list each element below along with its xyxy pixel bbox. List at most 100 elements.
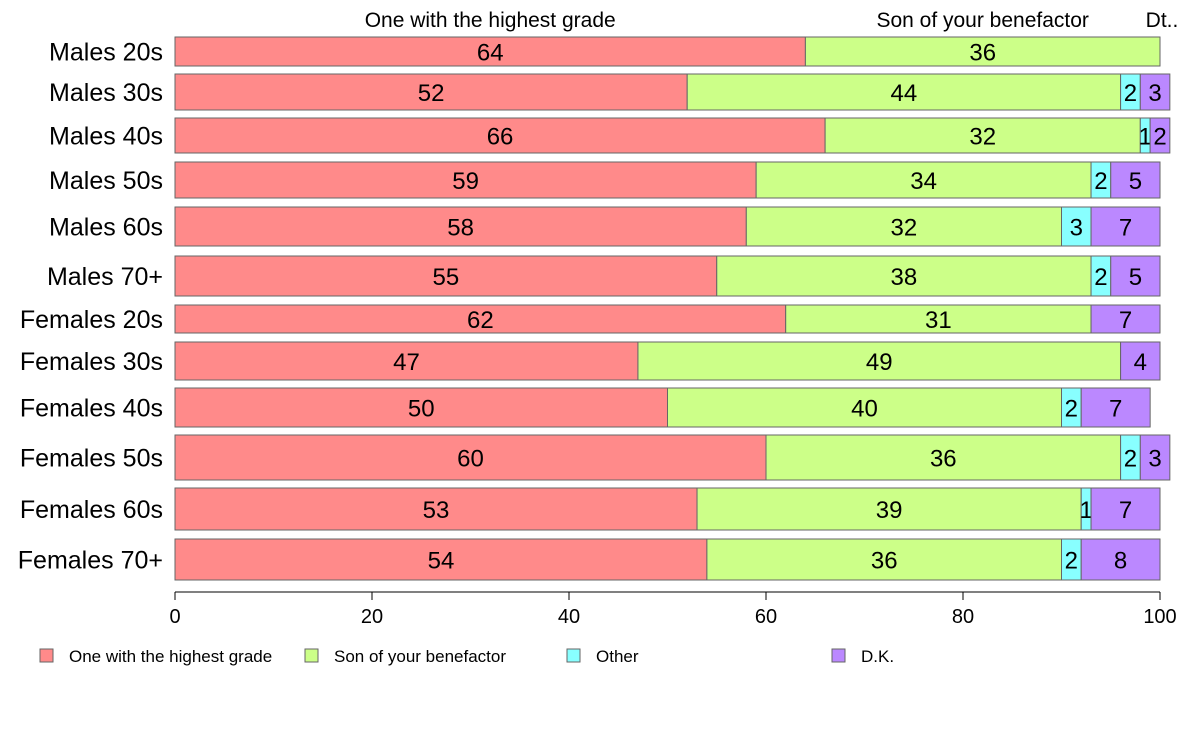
x-tick-label-20: 20 bbox=[361, 606, 383, 628]
row-label-males-70: Males 70+ bbox=[47, 263, 163, 291]
bar-value-son-of-your-benefactor-females-20s: 31 bbox=[925, 307, 952, 334]
bar-value-d-k-females-40s: 7 bbox=[1109, 396, 1122, 423]
bar-one-with-the-highest-grade-females-50s bbox=[174, 434, 767, 481]
bar-son-of-your-benefactor-males-60s bbox=[745, 206, 1062, 247]
bar-value-son-of-your-benefactor-females-40s: 40 bbox=[851, 396, 878, 423]
bar-son-of-your-benefactor-males-70 bbox=[716, 255, 1092, 297]
bar-value-other-males-40s: 1 bbox=[1139, 124, 1152, 151]
row-label-males-40s: Males 40s bbox=[49, 123, 163, 151]
bar-value-son-of-your-benefactor-males-60s: 32 bbox=[891, 215, 918, 242]
legend-swatch-d-k bbox=[831, 648, 846, 663]
bar-value-one-with-the-highest-grade-males-60s: 58 bbox=[447, 215, 474, 242]
bar-value-son-of-your-benefactor-males-30s: 44 bbox=[891, 80, 918, 107]
bar-one-with-the-highest-grade-males-60s bbox=[174, 206, 747, 247]
bar-value-one-with-the-highest-grade-males-50s: 59 bbox=[452, 168, 479, 195]
bar-son-of-your-benefactor-females-60s bbox=[696, 487, 1082, 531]
bar-value-one-with-the-highest-grade-females-30s: 47 bbox=[393, 349, 420, 376]
bar-one-with-the-highest-grade-females-20s bbox=[174, 304, 787, 334]
bar-d-k-males-40s bbox=[1149, 117, 1171, 154]
bar-d-k-females-60s bbox=[1090, 487, 1161, 531]
bar-one-with-the-highest-grade-females-60s bbox=[174, 487, 698, 531]
legend-label-son-of-your-benefactor: Son of your benefactor bbox=[334, 647, 506, 666]
bar-one-with-the-highest-grade-males-30s bbox=[174, 73, 688, 111]
bar-value-son-of-your-benefactor-males-40s: 32 bbox=[969, 124, 996, 151]
x-tick-label-80: 80 bbox=[952, 606, 974, 628]
bar-d-k-females-30s bbox=[1120, 341, 1161, 381]
top-label-3: Dt.. bbox=[1146, 9, 1179, 32]
bar-d-k-females-50s bbox=[1139, 434, 1171, 481]
bar-value-d-k-males-40s: 2 bbox=[1153, 124, 1166, 151]
bar-value-other-males-50s: 2 bbox=[1094, 168, 1107, 195]
row-label-females-70: Females 70+ bbox=[18, 547, 163, 575]
bar-son-of-your-benefactor-females-40s bbox=[667, 387, 1062, 428]
bar-value-one-with-the-highest-grade-males-70: 55 bbox=[433, 264, 460, 291]
bar-son-of-your-benefactor-females-50s bbox=[765, 434, 1122, 481]
bar-son-of-your-benefactor-females-70 bbox=[706, 538, 1063, 581]
legend-swatch-son-of-your-benefactor bbox=[304, 648, 319, 663]
x-tick-label-40: 40 bbox=[558, 606, 580, 628]
bar-value-other-females-40s: 2 bbox=[1065, 396, 1078, 423]
bar-value-other-males-30s: 2 bbox=[1124, 80, 1137, 107]
bar-value-d-k-females-20s: 7 bbox=[1119, 307, 1132, 334]
row-label-males-60s: Males 60s bbox=[49, 214, 163, 242]
bar-one-with-the-highest-grade-males-70 bbox=[174, 255, 718, 297]
bar-value-son-of-your-benefactor-males-50s: 34 bbox=[910, 168, 937, 195]
bar-value-other-females-50s: 2 bbox=[1124, 446, 1137, 473]
bar-one-with-the-highest-grade-females-30s bbox=[174, 341, 639, 381]
bar-value-d-k-females-70: 8 bbox=[1114, 548, 1127, 575]
row-label-males-30s: Males 30s bbox=[49, 79, 163, 107]
row-label-males-20s: Males 20s bbox=[49, 39, 163, 67]
bar-value-other-males-70: 2 bbox=[1094, 264, 1107, 291]
bar-one-with-the-highest-grade-males-40s bbox=[174, 117, 826, 154]
bar-value-one-with-the-highest-grade-males-20s: 64 bbox=[477, 40, 504, 67]
bar-value-one-with-the-highest-grade-males-40s: 66 bbox=[487, 124, 514, 151]
bar-son-of-your-benefactor-males-20s bbox=[804, 36, 1161, 67]
bar-one-with-the-highest-grade-females-40s bbox=[174, 387, 668, 428]
bar-value-son-of-your-benefactor-females-60s: 39 bbox=[876, 497, 903, 524]
x-axis: 0 20 40 60 80 100 bbox=[169, 591, 1177, 628]
bar-value-d-k-males-60s: 7 bbox=[1119, 215, 1132, 242]
bar-value-d-k-females-60s: 7 bbox=[1119, 497, 1132, 524]
bar-one-with-the-highest-grade-males-20s bbox=[174, 36, 806, 67]
x-tick-label-0: 0 bbox=[169, 606, 180, 628]
row-label-females-40s: Females 40s bbox=[20, 395, 163, 423]
bar-value-one-with-the-highest-grade-males-30s: 52 bbox=[418, 80, 445, 107]
bar-value-d-k-males-70: 5 bbox=[1129, 264, 1142, 291]
top-label-1: One with the highest grade bbox=[365, 9, 616, 32]
bar-son-of-your-benefactor-females-20s bbox=[785, 304, 1092, 334]
bar-value-son-of-your-benefactor-males-70: 38 bbox=[891, 264, 918, 291]
x-tick-label-100: 100 bbox=[1143, 606, 1176, 628]
bar-value-other-females-70: 2 bbox=[1065, 548, 1078, 575]
bar-d-k-males-50s bbox=[1110, 161, 1161, 199]
legend-label-other: Other bbox=[596, 647, 639, 666]
row-label-females-50s: Females 50s bbox=[20, 445, 163, 473]
bar-value-son-of-your-benefactor-males-20s: 36 bbox=[969, 40, 996, 67]
legend-swatch-one-with-the-highest-grade bbox=[39, 648, 54, 663]
row-labels: Males 20s Males 30s Males 40s Males 50s Male… bbox=[18, 39, 163, 575]
bar-value-one-with-the-highest-grade-females-20s: 62 bbox=[467, 307, 494, 334]
bar-value-son-of-your-benefactor-females-30s: 49 bbox=[866, 349, 893, 376]
legend: One with the highest grade Son of your be… bbox=[39, 647, 894, 666]
top-category-labels: One with the highest grade Son of your be… bbox=[365, 9, 1179, 32]
bar-value-d-k-males-50s: 5 bbox=[1129, 168, 1142, 195]
x-tick-label-60: 60 bbox=[755, 606, 777, 628]
row-label-females-30s: Females 30s bbox=[20, 348, 163, 376]
bar-value-other-females-60s: 1 bbox=[1079, 497, 1092, 524]
bar-value-d-k-females-50s: 3 bbox=[1148, 446, 1161, 473]
bar-value-d-k-females-30s: 4 bbox=[1134, 349, 1147, 376]
bar-son-of-your-benefactor-males-30s bbox=[686, 73, 1122, 111]
legend-swatch-other bbox=[566, 648, 581, 663]
bar-d-k-males-30s bbox=[1139, 73, 1171, 111]
legend-label-d-k: D.K. bbox=[861, 647, 894, 666]
bar-son-of-your-benefactor-males-40s bbox=[824, 117, 1141, 154]
bar-one-with-the-highest-grade-males-50s bbox=[174, 161, 757, 199]
bar-d-k-females-20s bbox=[1090, 304, 1161, 334]
row-label-females-20s: Females 20s bbox=[20, 306, 163, 334]
bar-d-k-females-70 bbox=[1080, 538, 1161, 581]
bar-son-of-your-benefactor-females-30s bbox=[637, 341, 1122, 381]
bar-other-males-60s bbox=[1061, 206, 1092, 247]
bar-value-d-k-males-30s: 3 bbox=[1148, 80, 1161, 107]
bar-value-son-of-your-benefactor-females-70: 36 bbox=[871, 548, 898, 575]
bar-d-k-males-70 bbox=[1110, 255, 1161, 297]
